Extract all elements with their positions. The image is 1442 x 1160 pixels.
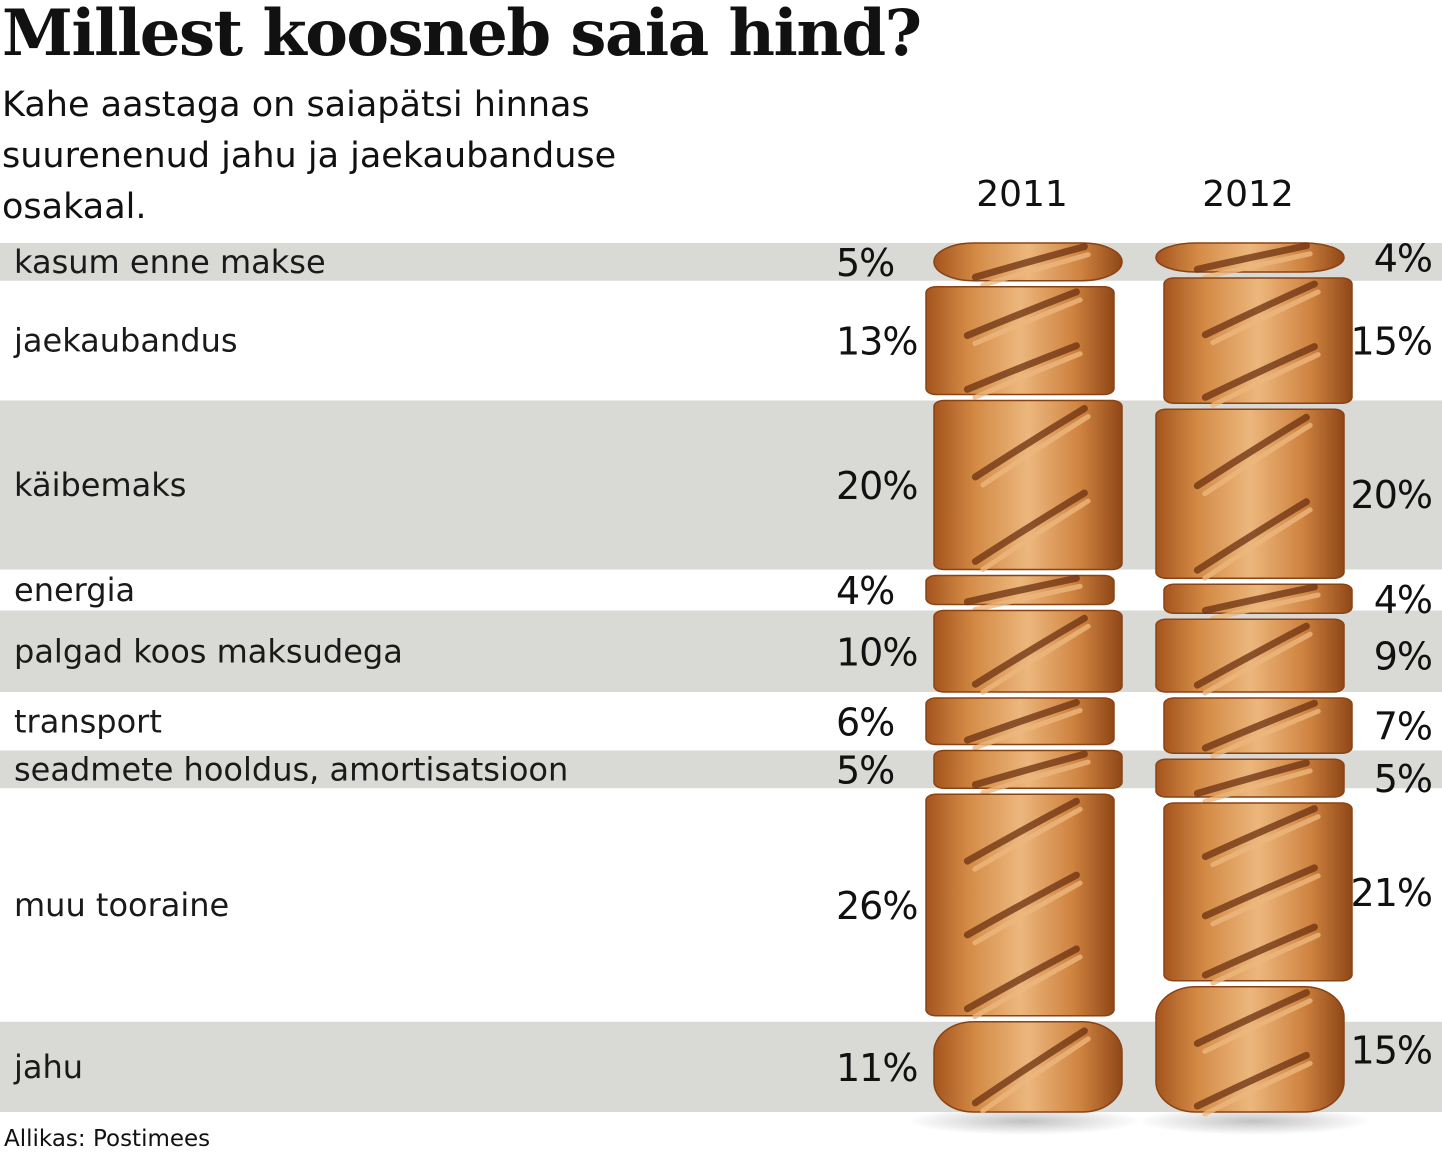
bread-score-highlight xyxy=(972,583,1083,613)
category-label-k-ibemaks: käibemaks xyxy=(14,466,186,504)
bread-score-mark xyxy=(1201,923,1318,979)
value-label-2011-kasum-enne-makse: 5% xyxy=(836,241,894,285)
bread-score-highlight xyxy=(980,759,1091,796)
category-label-palgad-koos-maksudega: palgad koos maksudega xyxy=(14,632,403,670)
value-label-2011-k-ibemaks: 20% xyxy=(836,464,917,508)
category-label-energia: energia xyxy=(14,571,135,609)
bread-score-highlight xyxy=(972,806,1083,872)
bread-score-highlight xyxy=(1210,352,1321,408)
bar-2011-jaekaubandus xyxy=(925,286,1115,396)
value-label-2011-muu-tooraine: 26% xyxy=(836,884,917,928)
value-label-2012-palgad-koos-maksudega: 9% xyxy=(1374,635,1432,679)
bread-score-mark xyxy=(971,405,1088,481)
row-texts: kasum enne makse 5% 4% jaekaubandus 13% 15% kä… xyxy=(13,237,1433,1090)
bread-score-highlight xyxy=(1202,768,1313,804)
bread-score-highlight xyxy=(980,414,1091,488)
bread-score-mark xyxy=(963,797,1080,865)
bread-score-mark xyxy=(1201,343,1318,401)
bread-score-highlight xyxy=(1210,814,1321,868)
bread-score-mark xyxy=(1193,498,1310,574)
value-label-2012-seadmete-hooldus-amortisatsioon: 5% xyxy=(1374,757,1432,801)
chart-subtitle: Kahe aastaga on saiapätsi hinnas suurene… xyxy=(2,85,617,227)
bar-2012-k-ibemaks xyxy=(1155,408,1345,579)
bread-score-mark xyxy=(963,342,1080,393)
chart-title: Millest koosneb saia hind? xyxy=(2,0,922,71)
category-label-transport: transport xyxy=(14,702,162,740)
bread-score-highlight xyxy=(1210,932,1321,986)
value-label-2011-energia: 4% xyxy=(836,569,894,613)
bread-score-mark xyxy=(963,945,1080,1013)
value-label-2012-transport: 7% xyxy=(1374,705,1432,749)
bread-score-highlight xyxy=(972,954,1083,1020)
bread-score-highlight xyxy=(1210,592,1321,621)
bread-score-highlight xyxy=(972,351,1083,400)
bread-score-mark xyxy=(1193,989,1310,1047)
category-label-seadmete-hooldus-amortisatsioon: seadmete hooldus, amortisatsioon xyxy=(14,750,568,788)
bread-score-highlight xyxy=(1210,708,1321,759)
bread-score-mark xyxy=(971,243,1088,281)
loaf-shadow-2011 xyxy=(907,1107,1141,1135)
bread-score-highlight xyxy=(972,707,1083,751)
bread-score-mark xyxy=(1201,864,1318,920)
bread-score-mark xyxy=(1193,622,1310,689)
value-label-2011-palgad-koos-maksudega: 10% xyxy=(836,630,917,674)
bread-score-mark xyxy=(1201,805,1318,861)
bread-score-highlight xyxy=(972,880,1083,946)
bread-score-mark xyxy=(971,750,1088,789)
bread-score-highlight xyxy=(1202,1060,1313,1117)
value-label-2012-energia: 4% xyxy=(1374,578,1432,622)
bread-score-highlight xyxy=(1202,631,1313,696)
bread-score-mark xyxy=(1201,699,1318,752)
bread-score-highlight xyxy=(1210,289,1321,346)
bread-score-mark xyxy=(971,614,1088,688)
bread-score-mark xyxy=(1193,413,1310,490)
bar-2012-jaekaubandus xyxy=(1163,277,1353,404)
value-label-2012-kasum-enne-makse: 4% xyxy=(1374,237,1432,281)
bread-score-mark xyxy=(1193,1051,1310,1110)
loaf-shadow-2012 xyxy=(1137,1107,1371,1135)
bread-score-highlight xyxy=(980,252,1091,288)
value-label-2011-seadmete-hooldus-amortisatsioon: 5% xyxy=(836,748,894,792)
bread-score-mark xyxy=(963,871,1080,939)
bread-score-highlight xyxy=(972,297,1083,347)
bread-score-highlight xyxy=(1202,507,1313,581)
bread-score-highlight xyxy=(980,1036,1091,1114)
bread-score-mark xyxy=(1201,583,1318,614)
category-label-jaekaubandus: jaekaubandus xyxy=(13,322,238,360)
bread-score-highlight xyxy=(1202,251,1313,280)
value-label-2012-jaekaubandus: 15% xyxy=(1351,320,1432,364)
bar-2011-k-ibemaks xyxy=(933,399,1123,571)
source-note: Allikas: Postimees xyxy=(4,1126,211,1152)
bread-score-mark xyxy=(963,288,1080,340)
bread-score-mark xyxy=(971,1027,1088,1107)
category-label-muu-tooraine: muu tooraine xyxy=(14,886,229,924)
value-label-2011-jaekaubandus: 13% xyxy=(836,320,917,364)
value-label-2012-muu-tooraine: 21% xyxy=(1351,871,1432,915)
baguette-bars xyxy=(907,242,1371,1135)
bread-score-highlight xyxy=(980,623,1091,695)
year-label-2012: 2012 xyxy=(1202,174,1294,215)
bread-score-mark xyxy=(1193,759,1310,797)
bread-score-mark xyxy=(963,574,1080,606)
value-label-2012-k-ibemaks: 20% xyxy=(1351,473,1432,517)
value-label-2011-transport: 6% xyxy=(836,700,894,744)
value-label-2011-jahu: 11% xyxy=(836,1046,917,1090)
bread-score-mark xyxy=(1201,280,1318,339)
bread-score-mark xyxy=(963,698,1080,744)
value-label-2012-jahu: 15% xyxy=(1351,1028,1432,1072)
bar-2012-jahu xyxy=(1155,986,1345,1113)
bread-score-mark xyxy=(1193,242,1310,273)
category-label-kasum-enne-makse: kasum enne makse xyxy=(14,243,326,281)
bread-score-highlight xyxy=(980,498,1091,572)
bread-score-highlight xyxy=(1202,998,1313,1054)
bread-score-highlight xyxy=(1210,873,1321,927)
bread-score-mark xyxy=(971,489,1088,565)
year-label-2011: 2011 xyxy=(976,174,1068,215)
bread-score-highlight xyxy=(1202,422,1313,497)
category-label-jahu: jahu xyxy=(13,1048,83,1086)
